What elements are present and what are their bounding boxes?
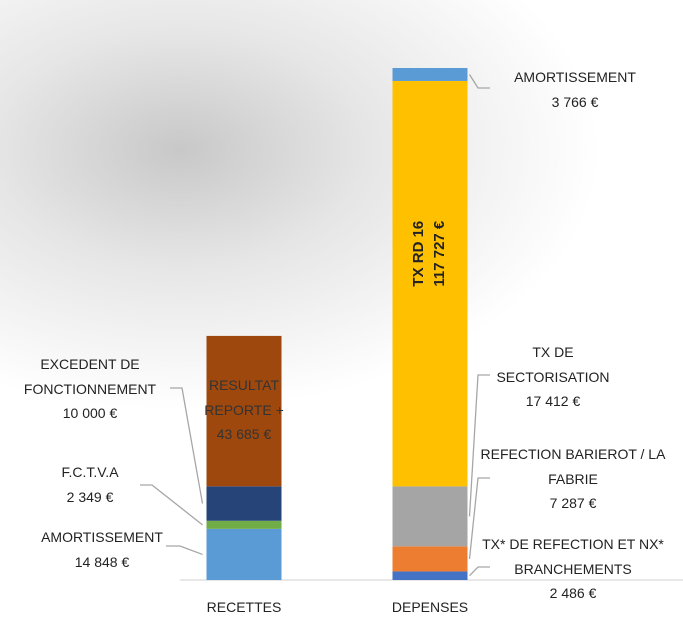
value-label: 17 412 € xyxy=(525,393,581,409)
leader-line xyxy=(468,74,490,89)
value-label: 117 727 € xyxy=(431,220,448,287)
data-label: EXCEDENT DE FONCTIONNEMENT 10 000 € xyxy=(0,352,180,426)
segment-name: REFECTION BARIEROT / LA FABRIE xyxy=(480,446,666,487)
data-label: REFECTION BARIEROT / LA FABRIE 7 287 € xyxy=(478,442,668,516)
bar-segment xyxy=(392,80,468,487)
value-label: 7 287 € xyxy=(549,495,597,511)
data-label: RESULTAT REPORTE + 43 685 € xyxy=(199,373,289,447)
leader-line xyxy=(166,545,203,556)
data-label: TX RD 16 117 727 € xyxy=(410,220,448,287)
segment-name: AMORTISSEMENT xyxy=(514,69,636,85)
bar-segment xyxy=(206,486,282,521)
value-label: 14 848 € xyxy=(74,553,130,570)
data-label: TX DE SECTORISATION 17 412 € xyxy=(478,340,628,414)
bar-segment xyxy=(392,571,468,580)
segment-name: TX* DE REFECTION ET NX* BRANCHEMENTS xyxy=(482,536,664,577)
segment-name: EXCEDENT DE FONCTIONNEMENT xyxy=(23,356,157,397)
value-label: 43 685 € xyxy=(216,426,272,443)
data-label: AMORTISSEMENT 14 848 € xyxy=(22,525,182,574)
value-label: 2 349 € xyxy=(66,488,114,505)
segment-name: RESULTAT REPORTE + xyxy=(204,377,284,418)
leader-line xyxy=(140,484,203,526)
segment-name: TX RD 16 xyxy=(410,221,427,287)
value-label: 2 486 € xyxy=(549,585,597,601)
leader-line xyxy=(468,374,490,517)
bar-segment xyxy=(392,486,468,547)
leader-line xyxy=(469,566,490,577)
bar-segment xyxy=(206,335,282,487)
segment-name: AMORTISSEMENT xyxy=(41,529,163,545)
leader-line xyxy=(170,387,204,504)
data-label: AMORTISSEMENT 3 766 € xyxy=(490,65,660,114)
bar-segment xyxy=(392,546,468,572)
x-tick-label: DEPENSES xyxy=(391,599,469,615)
leader-line xyxy=(468,477,490,559)
segment-name: F.C.T.V.A xyxy=(61,464,119,480)
value-label: 10 000 € xyxy=(62,405,118,421)
segment-name: TX DE SECTORISATION xyxy=(496,344,610,385)
bar-segment xyxy=(392,68,468,81)
data-label: TX* DE REFECTION ET NX* BRANCHEMENTS 2 48… xyxy=(478,532,668,606)
x-tick-label: RECETTES xyxy=(206,599,282,615)
bar-segment xyxy=(206,528,282,580)
value-label: 3 766 € xyxy=(551,93,599,110)
data-label: F.C.T.V.A 2 349 € xyxy=(20,460,160,509)
bar-segment xyxy=(206,520,282,529)
